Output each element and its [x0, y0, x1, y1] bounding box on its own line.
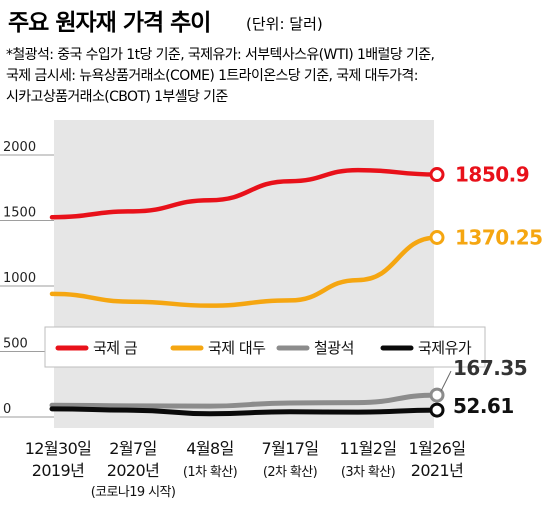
- x-tick-sublabel: 2021년: [411, 461, 463, 480]
- y-tick-label: 2000: [3, 140, 36, 155]
- series-end-marker: [429, 229, 445, 245]
- note-line-2: 국제 금시세: 뉴욕상품거래소(COME) 1트라이온스당 기준, 국제 대두가…: [6, 68, 418, 84]
- series-line: [49, 406, 440, 417]
- series-end-label: 1850.9: [455, 163, 529, 187]
- chart-unit: (단위: 달러): [246, 15, 323, 33]
- chart-title: 주요 원자재 가격 추이: [8, 10, 210, 36]
- x-tick-sublabel: (3차 확산): [341, 465, 395, 480]
- legend-label: 국제 금: [93, 339, 138, 357]
- legend-label: 철광석: [314, 339, 354, 357]
- end-labels: 1850.9 1370.25 167.35 52.61: [440, 163, 543, 418]
- series-end-marker: [429, 387, 445, 403]
- x-tick-label: 12월30일: [25, 439, 92, 458]
- x-tick-note: (코로나19 시작): [91, 485, 176, 500]
- x-tick-label: 11월2일: [340, 439, 397, 458]
- series-end-label: 52.61: [453, 394, 514, 418]
- note-line-3: 시카고상품거래소(CBOT) 1부셸당 기준: [6, 89, 228, 105]
- x-tick-label: 4월8일: [186, 439, 233, 458]
- note-line-1: *철광석: 중국 수입가 1t당 기준, 국제유가: 서부텍사스유(WTI) 1…: [6, 47, 435, 63]
- legend: 국제 금 국제 대두 철광석 국제유가: [44, 326, 486, 368]
- legend-label: 국제유가: [418, 339, 472, 357]
- series-end-marker: [429, 167, 445, 183]
- y-tick-label: 1000: [3, 271, 36, 286]
- y-tick-label: 0: [3, 402, 11, 417]
- x-tick-sublabel: 2020년: [107, 461, 159, 480]
- x-tick-label: 2월7일: [109, 439, 156, 458]
- x-axis-labels: 12월30일 2019년 2월7일 2020년 (코로나19 시작) 4월8일 (1차 확산…: [25, 439, 466, 500]
- y-tick-label: 500: [3, 337, 28, 352]
- label-leader-line: [440, 370, 452, 392]
- x-tick-sublabel: (1차 확산): [183, 465, 237, 480]
- series-end-label: 167.35: [453, 356, 527, 380]
- legend-label: 국제 대두: [208, 339, 266, 357]
- series-end-marker: [429, 402, 445, 418]
- y-tick-label: 1500: [3, 206, 36, 221]
- x-tick-sublabel: 2019년: [32, 461, 84, 480]
- x-tick-sublabel: (2차 확산): [263, 465, 317, 480]
- series-layer: [49, 167, 445, 418]
- series-line: [49, 167, 440, 220]
- x-tick-label: 7월17일: [262, 439, 319, 458]
- x-tick-label: 1월26일: [409, 439, 466, 458]
- series-line: [49, 392, 440, 409]
- series-line: [49, 235, 440, 308]
- y-axis: 2000 1500 1000 500 0: [0, 140, 54, 418]
- series-end-label: 1370.25: [455, 225, 543, 249]
